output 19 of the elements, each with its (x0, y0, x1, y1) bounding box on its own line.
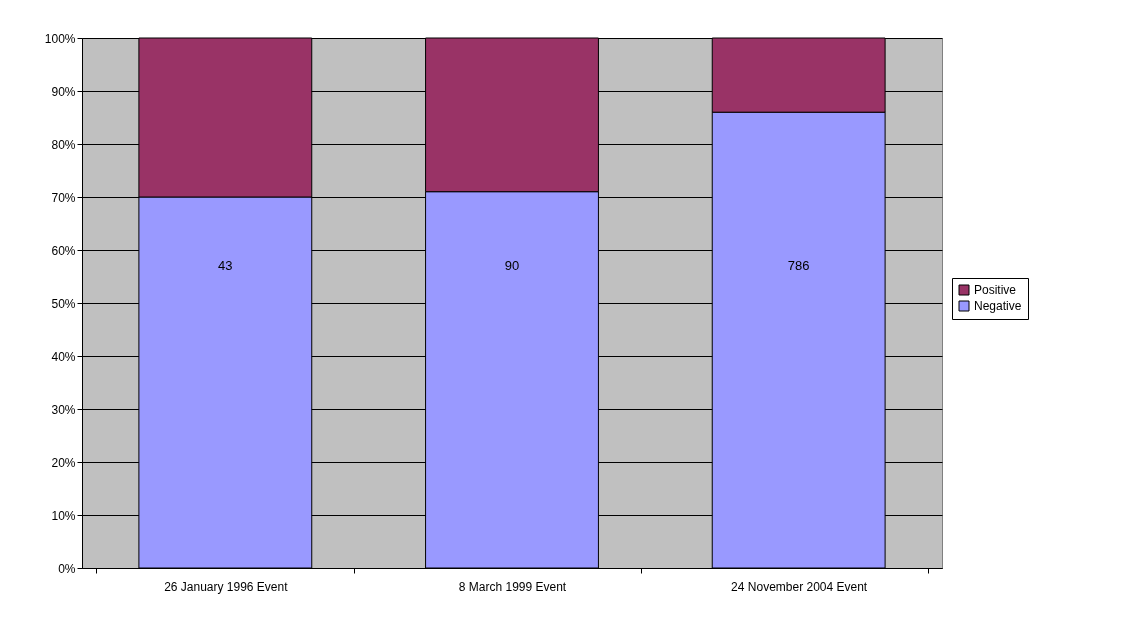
y-tick-label: 50% (51, 296, 76, 311)
legend-label: Positive (974, 283, 1017, 297)
x-tick-label: 26 January 1996 Event (164, 579, 289, 594)
y-tick-label: 100% (44, 31, 76, 46)
y-tick-label: 40% (51, 349, 76, 364)
annotation: 90 (504, 258, 520, 273)
y-tick-label: 80% (51, 137, 76, 152)
y-tick-label: 30% (51, 402, 76, 417)
x-tick-label: 24 November 2004 Event (731, 579, 868, 594)
annotation: 43 (218, 258, 233, 273)
y-tick-label: 90% (51, 84, 76, 99)
y-tick-label: 20% (51, 455, 76, 470)
legend-label: Negative (974, 299, 1022, 313)
y-tick-label: 60% (51, 243, 76, 258)
y-tick-label: 0% (58, 561, 76, 576)
x-tick-label: 8 March 1999 Event (458, 579, 567, 594)
y-tick-label: 10% (51, 508, 76, 523)
y-tick-label: 70% (51, 190, 76, 205)
annotation: 786 (787, 258, 810, 273)
